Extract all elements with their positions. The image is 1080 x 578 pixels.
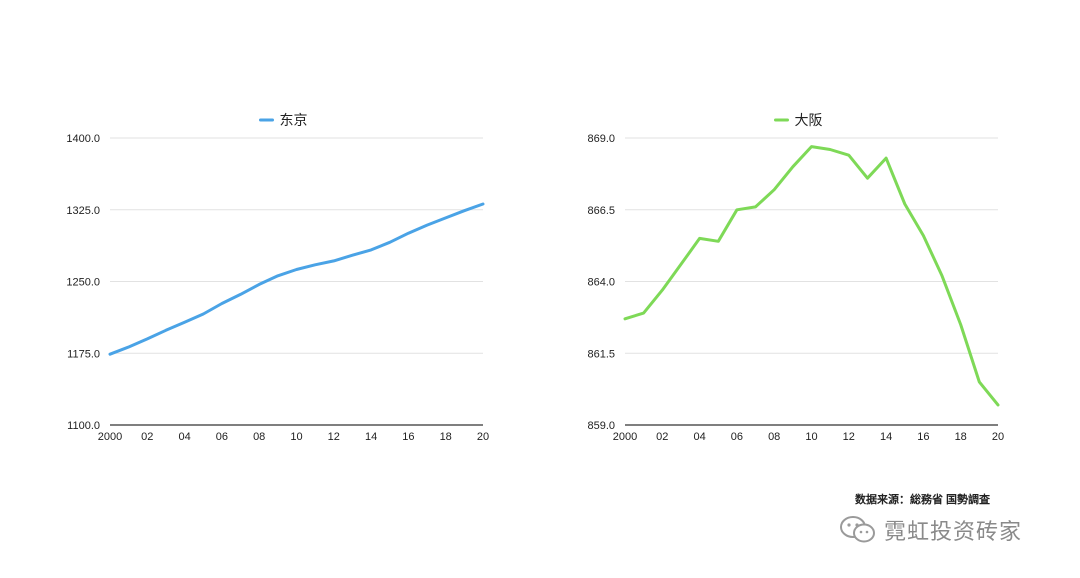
x-tick-label: 02 [141, 431, 153, 443]
x-tick-label: 02 [656, 431, 668, 443]
y-tick-label: 859.0 [587, 420, 615, 432]
x-tick-label: 06 [731, 431, 743, 443]
x-tick-label: 10 [805, 431, 817, 443]
x-tick-label: 12 [843, 431, 855, 443]
y-tick-label: 1250.0 [66, 277, 100, 289]
y-tick-label: 1100.0 [67, 420, 100, 432]
x-tick-label: 14 [365, 431, 377, 443]
x-tick-label: 2000 [98, 431, 122, 443]
x-tick-label: 06 [216, 431, 228, 443]
x-tick-label: 16 [402, 431, 414, 443]
x-tick-label: 12 [328, 431, 340, 443]
x-tick-label: 08 [768, 431, 780, 443]
y-tick-label: 866.5 [587, 205, 615, 217]
x-tick-label: 04 [178, 431, 190, 443]
x-tick-label: 08 [253, 431, 265, 443]
watermark: 霓虹投资砖家 [838, 514, 1022, 546]
y-tick-label: 869.0 [587, 133, 615, 145]
x-tick-label: 20 [992, 431, 1004, 443]
y-tick-label: 861.5 [587, 348, 615, 360]
x-tick-label: 16 [917, 431, 929, 443]
y-tick-label: 1400.0 [66, 133, 100, 145]
x-tick-label: 18 [440, 431, 452, 443]
legend-label: 大阪 [795, 113, 823, 129]
watermark-text: 霓虹投资砖家 [884, 519, 1023, 544]
x-tick-label: 04 [693, 431, 705, 443]
tokyo-chart: 1100.0 1175.0 1250.0 1325.0 1400.0 2000 02 04 06… [66, 113, 489, 443]
x-tick-label: 20 [477, 431, 489, 443]
legend-label: 东京 [280, 113, 308, 129]
x-tick-label: 18 [955, 431, 967, 443]
x-tick-label: 2000 [613, 431, 637, 443]
series-line [623, 145, 1000, 407]
x-tick-label: 10 [290, 431, 302, 443]
x-tick-label: 14 [880, 431, 892, 443]
y-tick-label: 1175.0 [67, 348, 100, 360]
wechat-icon [840, 516, 875, 543]
osaka-chart: 859.0 861.5 864.0 866.5 869.0 2000 02 04 06 08 10 1… [587, 113, 1004, 443]
series-line [108, 202, 485, 356]
data-source-note: 数据来源：総務省 国勢調査 [855, 494, 991, 506]
y-tick-label: 1325.0 [66, 205, 100, 217]
y-tick-label: 864.0 [587, 277, 615, 289]
